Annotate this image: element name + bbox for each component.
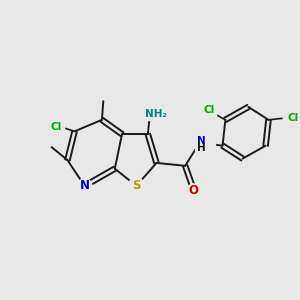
Bar (284, 113, 300, 124)
Bar (48, 122, 64, 133)
Text: O: O (189, 184, 199, 197)
Text: N: N (196, 136, 206, 146)
Circle shape (188, 184, 200, 197)
Circle shape (77, 179, 92, 193)
Text: S: S (132, 179, 141, 192)
Bar (146, 107, 175, 120)
Text: Cl: Cl (51, 122, 62, 132)
Text: NH₂: NH₂ (146, 109, 167, 119)
Circle shape (128, 178, 144, 194)
Text: N: N (80, 179, 90, 192)
Bar (200, 105, 216, 116)
Text: Cl: Cl (287, 113, 298, 123)
Text: H: H (196, 143, 206, 153)
Text: Cl: Cl (203, 105, 214, 115)
Bar (195, 136, 215, 152)
